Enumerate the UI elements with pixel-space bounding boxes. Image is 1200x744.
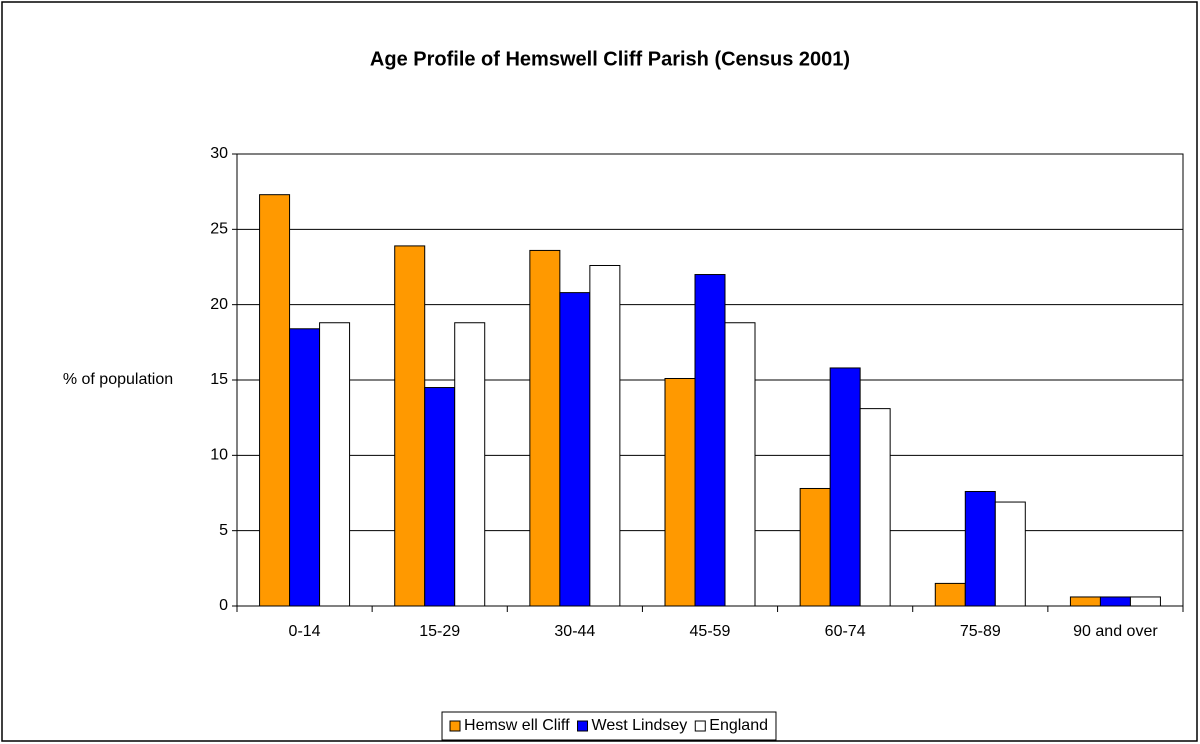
bar (289, 328, 321, 607)
y-tick-label: 25 (210, 221, 228, 238)
legend-label: England (709, 717, 768, 734)
bar (1129, 596, 1161, 607)
x-tick-label: 45-59 (690, 623, 731, 640)
legend (441, 711, 777, 741)
chart-title: Age Profile of Hemswell Cliff Parish (Ce… (370, 48, 850, 70)
x-tick-label: 60-74 (825, 623, 866, 640)
y-tick-label: 10 (210, 447, 228, 464)
bar (529, 249, 561, 607)
bar (319, 322, 351, 607)
x-tick-label: 30-44 (554, 623, 595, 640)
x-tick-label: 15-29 (419, 623, 460, 640)
bar (724, 322, 756, 607)
y-axis-label: % of population (63, 371, 173, 388)
x-tick-label: 0-14 (289, 623, 321, 640)
y-tick-label: 15 (210, 371, 228, 388)
bar (934, 582, 966, 607)
bar (454, 322, 486, 607)
y-tick-label: 5 (219, 522, 228, 539)
bar (589, 264, 621, 607)
bar (964, 490, 996, 607)
bar (799, 487, 831, 607)
y-tick-label: 20 (210, 296, 228, 313)
bar (694, 274, 726, 607)
y-tick-label: 0 (219, 597, 228, 614)
bar (394, 245, 426, 607)
bar (994, 501, 1026, 607)
legend-swatch (449, 720, 461, 732)
legend-swatch (694, 720, 706, 732)
bar (559, 292, 591, 607)
bar (424, 387, 456, 607)
bar (1069, 596, 1101, 607)
y-tick-label: 30 (210, 145, 228, 162)
bar (859, 408, 891, 607)
bar (829, 367, 861, 607)
legend-label: Hemsw ell Cliff (464, 717, 570, 734)
legend-swatch (577, 720, 589, 732)
x-tick-label: 75-89 (960, 623, 1001, 640)
x-tick-label: 90 and over (1073, 623, 1158, 640)
bar (1099, 596, 1131, 607)
legend-label: West Lindsey (592, 717, 688, 734)
bar (259, 194, 291, 607)
bar (664, 377, 696, 607)
